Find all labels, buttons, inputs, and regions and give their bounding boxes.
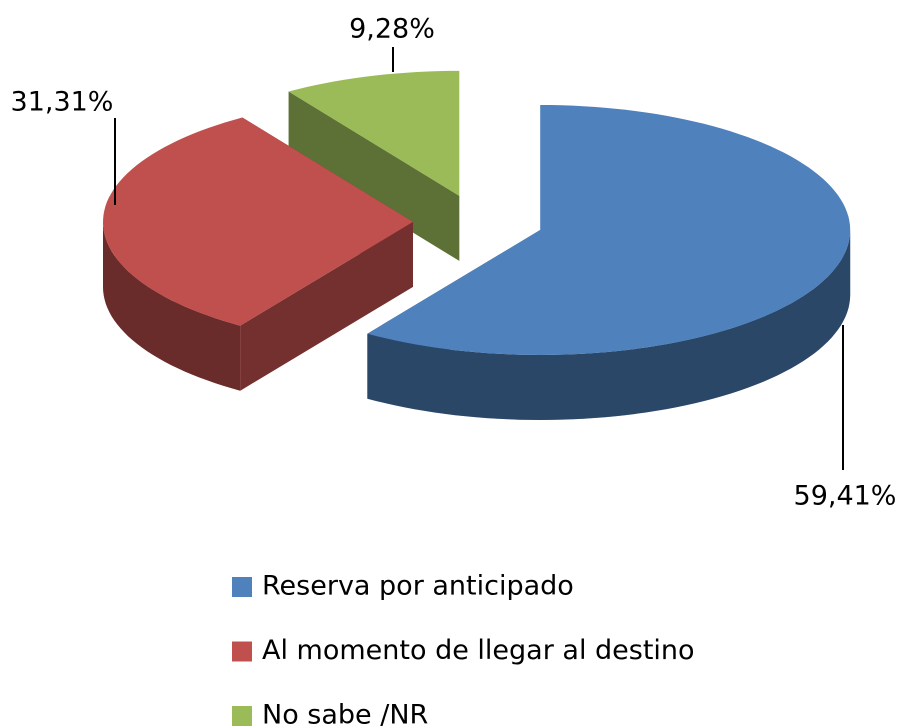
slice-top (367, 105, 851, 355)
legend-swatch (232, 706, 252, 726)
slice-wall (367, 230, 851, 420)
legend-swatch (232, 641, 252, 662)
data-label: 59,41% (794, 481, 897, 512)
slice-wall-shade (367, 230, 851, 420)
slice-wall-shade (103, 221, 241, 391)
slice-top (288, 70, 460, 196)
pie-slice (288, 70, 460, 261)
pie-slice (103, 117, 413, 391)
slice-top (103, 117, 413, 326)
slice-side-shade (240, 221, 413, 391)
data-label: 9,28% (349, 14, 435, 45)
legend-swatch (232, 577, 252, 597)
legend-label: Al momento de llegar al destino (262, 635, 695, 666)
legend-label: No sabe /NR (262, 700, 428, 728)
data-label: 31,31% (11, 87, 114, 118)
slice-side-shade (288, 91, 460, 261)
slice-side (240, 221, 413, 391)
pie-slice (367, 105, 851, 420)
legend-label: Reserva por anticipado (262, 571, 574, 602)
slice-wall (103, 221, 241, 391)
slice-side (288, 91, 460, 261)
